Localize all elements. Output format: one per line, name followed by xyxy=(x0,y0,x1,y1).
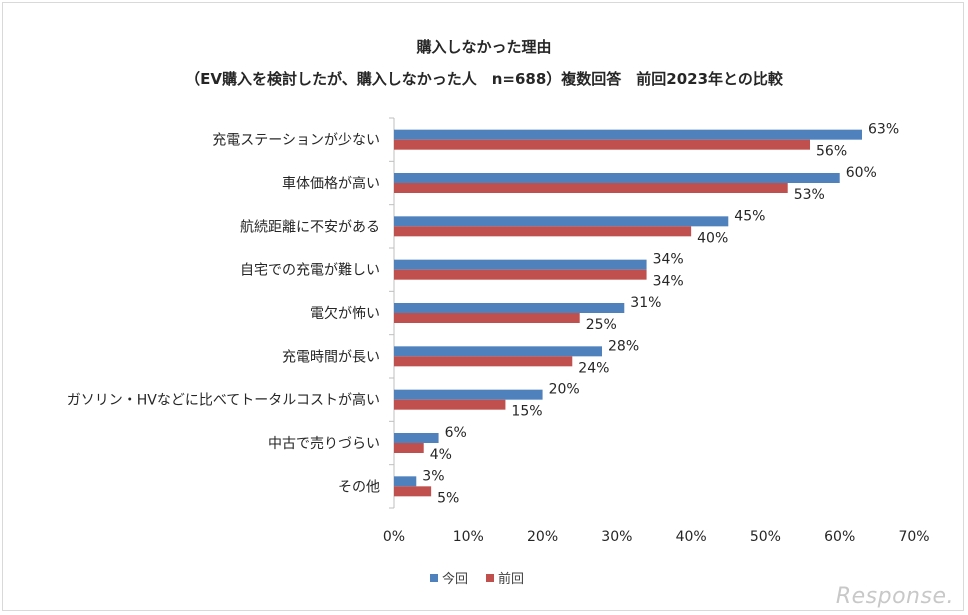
data-label-current: 60% xyxy=(846,165,877,181)
data-label-current: 34% xyxy=(653,252,684,268)
bar-previous xyxy=(394,139,810,150)
bar-current xyxy=(394,259,647,270)
legend-item-previous: 前回 xyxy=(486,568,524,587)
data-label-previous: 15% xyxy=(511,404,542,420)
bar-previous xyxy=(394,443,424,453)
data-label-previous: 25% xyxy=(586,317,617,333)
category-label: ガソリン・HVなどに比べてトータルコストが高い xyxy=(67,392,380,409)
chart-subtitle: （EV購入を検討したが、購入しなかった人 n=688）複数回答 前回2023年と… xyxy=(185,70,783,88)
data-label-previous: 40% xyxy=(697,230,728,246)
x-tick-label: 0% xyxy=(383,529,405,545)
data-label-current: 31% xyxy=(630,295,661,311)
data-label-current: 20% xyxy=(549,382,580,398)
x-tick-label: 60% xyxy=(824,529,855,545)
data-label-current: 28% xyxy=(608,338,639,354)
legend: 今回 前回 xyxy=(430,568,524,587)
x-tick-label: 50% xyxy=(750,529,781,545)
data-label-current: 63% xyxy=(868,122,899,138)
bar-current xyxy=(394,433,439,443)
x-tick-label: 10% xyxy=(453,529,484,545)
data-label-current: 3% xyxy=(422,468,444,484)
data-label-current: 45% xyxy=(734,208,765,224)
x-tick-label: 40% xyxy=(676,529,707,545)
data-label-previous: 34% xyxy=(653,274,684,290)
legend-label-current: 今回 xyxy=(442,572,469,587)
category-label: 航続距離に不安がある xyxy=(240,218,380,235)
category-label: 車体価格が高い xyxy=(282,175,380,192)
bar-current xyxy=(394,216,729,227)
bar-previous xyxy=(394,313,580,323)
category-label: 電欠が怖い xyxy=(310,305,380,322)
bar-previous xyxy=(394,486,432,497)
bar-previous xyxy=(394,183,788,193)
data-label-previous: 4% xyxy=(430,447,452,463)
data-label-previous: 53% xyxy=(794,187,825,203)
category-label: 自宅での充電が難しい xyxy=(240,263,380,279)
x-tick-label: 30% xyxy=(601,529,632,545)
x-tick-label: 70% xyxy=(898,529,929,545)
bar-current xyxy=(394,476,417,487)
bar-current xyxy=(394,346,602,357)
category-label: 充電時間が長い xyxy=(282,349,380,365)
bar-previous xyxy=(394,226,692,237)
data-label-previous: 5% xyxy=(437,490,459,506)
data-label-previous: 24% xyxy=(578,360,609,376)
legend-item-current: 今回 xyxy=(430,568,468,587)
chart-title: 購入しなかった理由 xyxy=(416,38,552,56)
legend-swatch-previous xyxy=(486,573,495,582)
category-label: 充電ステーションが少ない xyxy=(212,133,380,149)
bar-current xyxy=(394,303,625,313)
watermark-logo: Response. xyxy=(835,584,954,609)
x-tick-label: 20% xyxy=(527,529,558,545)
legend-label-previous: 前回 xyxy=(498,572,525,587)
bar-previous xyxy=(394,399,506,410)
data-label-previous: 56% xyxy=(816,144,847,160)
bar-current xyxy=(394,129,862,140)
bar-previous xyxy=(394,269,647,280)
data-label-current: 6% xyxy=(445,425,467,441)
bar-current xyxy=(394,173,840,183)
category-label: 中古で売りづらい xyxy=(268,436,380,452)
bar-previous xyxy=(394,356,573,367)
category-label: その他 xyxy=(338,479,380,495)
legend-swatch-current xyxy=(430,573,438,582)
bar-current xyxy=(394,389,543,400)
